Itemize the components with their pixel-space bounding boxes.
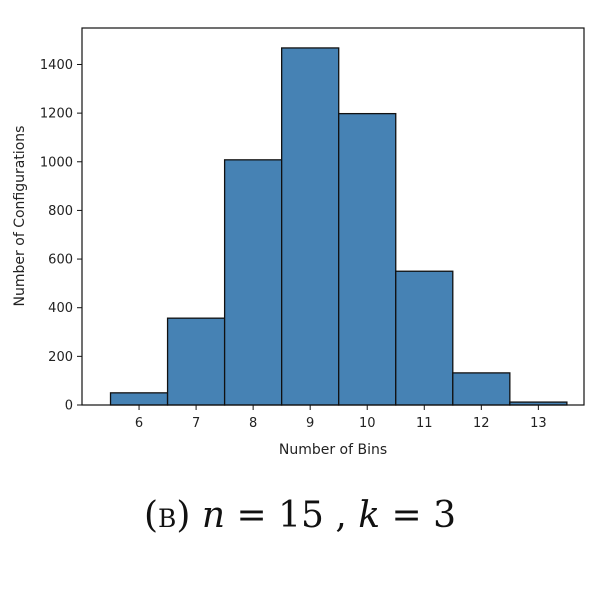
histogram-chart: 6 7 8 9 10 11 12 13 0 200 400 600 800 1000 1200 1400 N…: [12, 27, 585, 458]
x-tick-label-9: 9: [306, 416, 314, 431]
y-tick-label-600: 600: [48, 253, 73, 268]
y-tick-label-1400: 1400: [40, 58, 73, 73]
x-ticks-group: 6 7 8 9 10 11 12 13: [135, 405, 547, 431]
x-tick-label-6: 6: [135, 416, 143, 431]
bar-9: [281, 47, 340, 406]
x-tick-label-10: 10: [359, 416, 376, 431]
bar-10: [338, 112, 397, 406]
y-ticks-group: 0 200 400 600 800 1000 1200 1400: [40, 58, 82, 414]
x-tick-label-7: 7: [192, 416, 200, 431]
y-tick-label-0: 0: [65, 399, 73, 414]
x-tick-label-11: 11: [416, 416, 433, 431]
y-tick-label-1200: 1200: [40, 107, 73, 122]
bar-12: [452, 372, 511, 406]
y-axis-label: Number of Configurations: [12, 126, 28, 307]
y-tick-label-800: 800: [48, 204, 73, 219]
caption-k-equation: = 3: [380, 495, 457, 536]
bar-6: [109, 392, 169, 406]
x-tick-label-12: 12: [473, 416, 490, 431]
figure-caption: (b) n = 15 , k = 3: [0, 495, 600, 536]
caption-n-variable: n: [201, 495, 226, 536]
plot-frame: [81, 27, 585, 406]
bar-11: [395, 270, 454, 406]
x-tick-label-8: 8: [249, 416, 257, 431]
y-tick-label-1000: 1000: [40, 155, 73, 170]
caption-tag: (b): [143, 495, 191, 536]
y-tick-label-200: 200: [48, 350, 73, 365]
x-tick-label-13: 13: [530, 416, 547, 431]
bar-8: [223, 159, 283, 406]
caption-n-equation: = 15 ,: [225, 495, 347, 536]
caption-k-variable: k: [358, 495, 381, 536]
y-tick-label-400: 400: [48, 301, 73, 316]
x-axis-label: Number of Bins: [279, 442, 387, 458]
bar-7: [166, 317, 226, 406]
bars-group: [109, 47, 568, 406]
